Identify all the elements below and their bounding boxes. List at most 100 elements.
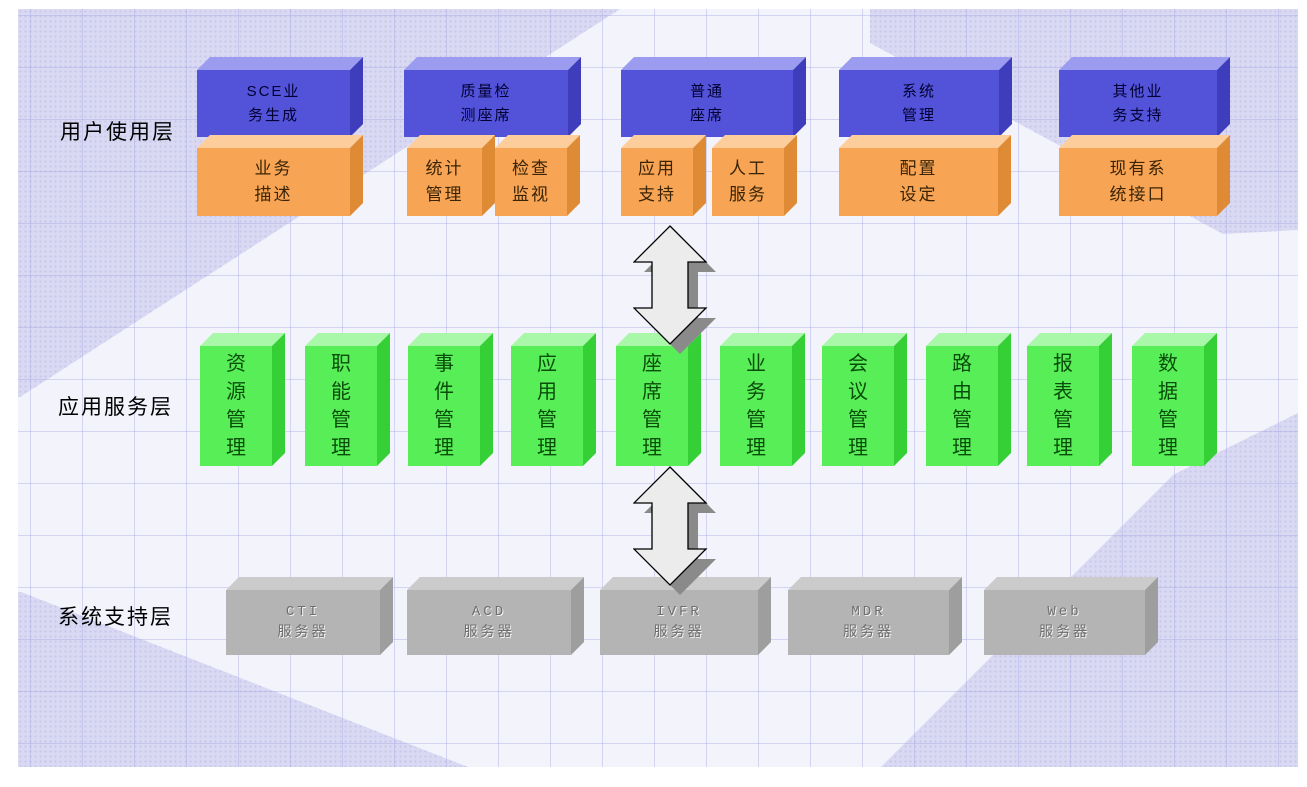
box-front-face: 业务 描述 [197, 148, 350, 216]
box-side-face [568, 57, 581, 137]
box-top-face [407, 135, 495, 148]
box-service-description: 业务 描述 [197, 135, 363, 216]
box-front-face: 人工 服务 [712, 148, 784, 216]
box-front-face: 普通 座席 [621, 70, 793, 137]
box-side-face [949, 577, 962, 655]
box-other-service-support: 其他业 务支持 [1059, 57, 1230, 137]
box-side-face [1204, 333, 1217, 466]
box-top-face [226, 577, 393, 590]
box-label: 资源管理 [226, 353, 246, 459]
box-front-face: CTI 服务器 [226, 590, 380, 655]
box-statistics-management: 统计 管理 [407, 135, 495, 216]
box-front-face: 应用管理 [511, 346, 583, 466]
box-label: 配置 设定 [899, 158, 938, 204]
box-side-face [272, 333, 285, 466]
box-front-face: 检查 监视 [495, 148, 567, 216]
box-side-face [894, 333, 907, 466]
box-label: ACD 服务器 [463, 603, 515, 641]
box-front-face: 质量检 测座席 [404, 70, 568, 137]
box-side-face [350, 57, 363, 137]
box-side-face [792, 333, 805, 466]
box-side-face [482, 135, 495, 216]
box-top-face [197, 135, 363, 148]
layer-label-user: 用户使用层 [60, 121, 175, 144]
box-front-face: Web 服务器 [984, 590, 1145, 655]
box-side-face [998, 333, 1011, 466]
layer-label-system: 系统支持层 [58, 606, 173, 629]
box-sce-service-generation: SCE业 务生成 [197, 57, 363, 137]
box-acd-server: ACD 服务器 [407, 577, 584, 655]
box-web-server: Web 服务器 [984, 577, 1158, 655]
box-front-face: MDR 服务器 [788, 590, 949, 655]
box-application-support: 应用 支持 [621, 135, 706, 216]
box-side-face [571, 577, 584, 655]
box-top-face [407, 577, 584, 590]
box-front-face: 会议管理 [822, 346, 894, 466]
box-mdr-server: MDR 服务器 [788, 577, 962, 655]
arrow-body [633, 466, 708, 586]
box-top-face [1059, 57, 1230, 70]
box-top-face [839, 57, 1012, 70]
box-label: 人工 服务 [729, 158, 767, 204]
arrow-body [633, 225, 708, 345]
box-top-face [404, 57, 581, 70]
box-label: 系统 管理 [901, 82, 936, 124]
box-label: 其他业 务支持 [1112, 82, 1164, 124]
box-system-management: 系统 管理 [839, 57, 1012, 137]
box-side-face [1217, 57, 1230, 137]
box-label: 业务管理 [746, 353, 766, 459]
double-arrow-icon [633, 466, 716, 595]
layer-label-app: 应用服务层 [58, 396, 173, 419]
box-front-face: 业务管理 [720, 346, 792, 466]
box-ivfr-server: IVFR 服务器 [600, 577, 771, 655]
box-seat-management: 座席管理 [616, 333, 701, 466]
box-function-management: 职能管理 [305, 333, 390, 466]
box-side-face [567, 135, 580, 216]
box-top-face [788, 577, 962, 590]
box-front-face: 资源管理 [200, 346, 272, 466]
box-top-face [197, 57, 363, 70]
box-resource-management: 资源管理 [200, 333, 285, 466]
box-service-management: 业务管理 [720, 333, 805, 466]
box-check-monitor: 检查 监视 [495, 135, 580, 216]
box-label: SCE业 务生成 [246, 82, 301, 124]
box-label: 事件管理 [434, 353, 454, 459]
box-side-face [1099, 333, 1112, 466]
box-label: 现有系 统接口 [1109, 158, 1167, 204]
box-side-face [1145, 577, 1158, 655]
box-side-face [480, 333, 493, 466]
box-cti-server: CTI 服务器 [226, 577, 393, 655]
box-side-face [758, 577, 771, 655]
box-front-face: 数据管理 [1132, 346, 1204, 466]
box-front-face: 报表管理 [1027, 346, 1099, 466]
box-label: 应用管理 [537, 353, 557, 459]
box-side-face [350, 135, 363, 216]
box-label: 检查 监视 [512, 158, 550, 204]
box-front-face: 应用 支持 [621, 148, 693, 216]
box-label: IVFR 服务器 [653, 603, 705, 641]
box-configuration-setting: 配置 设定 [839, 135, 1011, 216]
box-label: 业务 描述 [254, 158, 293, 204]
box-front-face: SCE业 务生成 [197, 70, 350, 137]
box-conference-management: 会议管理 [822, 333, 907, 466]
box-label: MDR 服务器 [843, 603, 894, 641]
box-label: 普通 座席 [689, 82, 724, 124]
box-front-face: 配置 设定 [839, 148, 998, 216]
box-label: 应用 支持 [638, 158, 676, 204]
box-side-face [377, 333, 390, 466]
slide-background: 用户使用层 应用服务层 系统支持层 SCE业 务生成 质量检 测座席 普通 座席… [18, 9, 1298, 767]
box-front-face: 系统 管理 [839, 70, 999, 137]
box-application-management: 应用管理 [511, 333, 596, 466]
box-label: 质量检 测座席 [460, 82, 512, 124]
box-label: 报表管理 [1053, 353, 1073, 459]
box-front-face: 职能管理 [305, 346, 377, 466]
box-top-face [621, 57, 806, 70]
box-front-face: ACD 服务器 [407, 590, 571, 655]
box-side-face [1217, 135, 1230, 216]
box-label: Web 服务器 [1039, 603, 1090, 641]
box-front-face: 其他业 务支持 [1059, 70, 1217, 137]
box-side-face [998, 135, 1011, 216]
box-normal-seat: 普通 座席 [621, 57, 806, 137]
box-front-face: 事件管理 [408, 346, 480, 466]
